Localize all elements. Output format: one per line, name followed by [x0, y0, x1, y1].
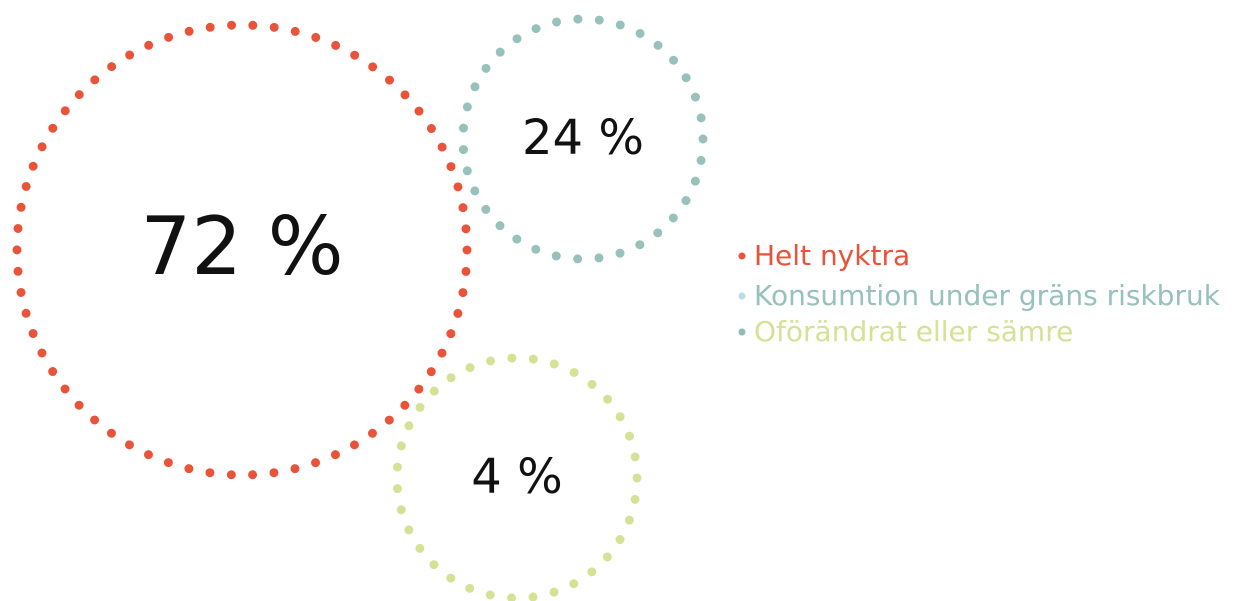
legend-label: Oförändrat eller sämre — [754, 315, 1073, 348]
legend-bullet — [738, 292, 746, 300]
legend-bullet — [738, 252, 746, 260]
bubble — [12, 20, 472, 480]
legend-label: Helt nyktra — [754, 239, 910, 272]
legend-bullet — [738, 328, 746, 336]
value-label: 24 % — [522, 110, 644, 166]
value-label: 4 % — [471, 449, 562, 505]
legend-label: Konsumtion under gräns riskbruk — [754, 279, 1221, 312]
bubble — [458, 14, 708, 264]
value-label: 72 % — [140, 200, 343, 293]
bubble — [392, 353, 642, 601]
